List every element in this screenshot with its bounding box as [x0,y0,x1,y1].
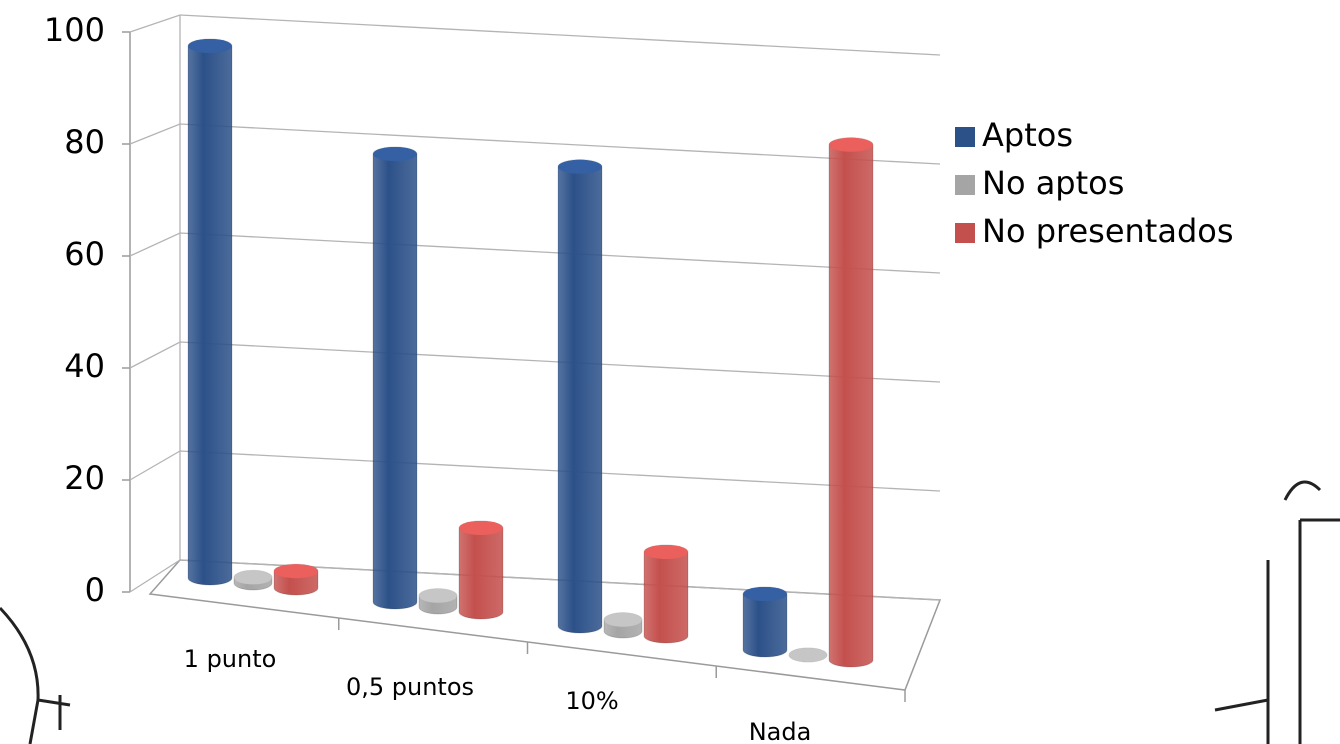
cylinder [458,520,504,620]
cylinder-top [829,137,873,152]
y-tick-label: 80 [64,123,105,161]
legend-swatch [955,127,975,147]
x-tick-label: 0,5 puntos [346,673,474,701]
cylinder [828,137,874,668]
x-tick-label: 1 punto [184,645,277,673]
y-tick-label: 0 [85,571,105,609]
cylinder-top [789,648,827,662]
cylinder-top [234,570,272,585]
cylinder-top [604,612,642,627]
cylinder-top [419,588,457,603]
cylinder [372,146,418,610]
grid-line [129,14,941,56]
cylinder-top [644,545,688,559]
x-tick-label: Nada [749,718,812,744]
cylinder-top [558,159,602,174]
legend-label: No presentados [982,212,1234,250]
y-tick-label: 60 [64,235,105,273]
legend-swatch [955,223,975,243]
grid-line [129,232,941,274]
cylinder-top [743,587,787,601]
cylinder [643,544,689,644]
cylinder-top [373,147,417,161]
x-tick-label: 10% [565,687,618,715]
legend-label: Aptos [982,116,1073,154]
y-tick-label: 20 [64,459,105,497]
decoration [0,606,71,744]
grid-line [129,341,941,383]
cylinder [187,38,233,586]
legend-label: No aptos [982,164,1124,202]
cylinder-top [188,39,232,53]
legend-swatch [955,175,975,195]
decoration [1214,480,1340,744]
grid-line [129,450,941,492]
y-tick-label: 40 [64,347,105,385]
cylinder [557,159,603,634]
grid-line [129,123,941,165]
cylinder-top [274,564,318,579]
cylinder [742,586,788,658]
cylinder-top [459,521,503,535]
y-tick-label: 100 [44,11,105,49]
